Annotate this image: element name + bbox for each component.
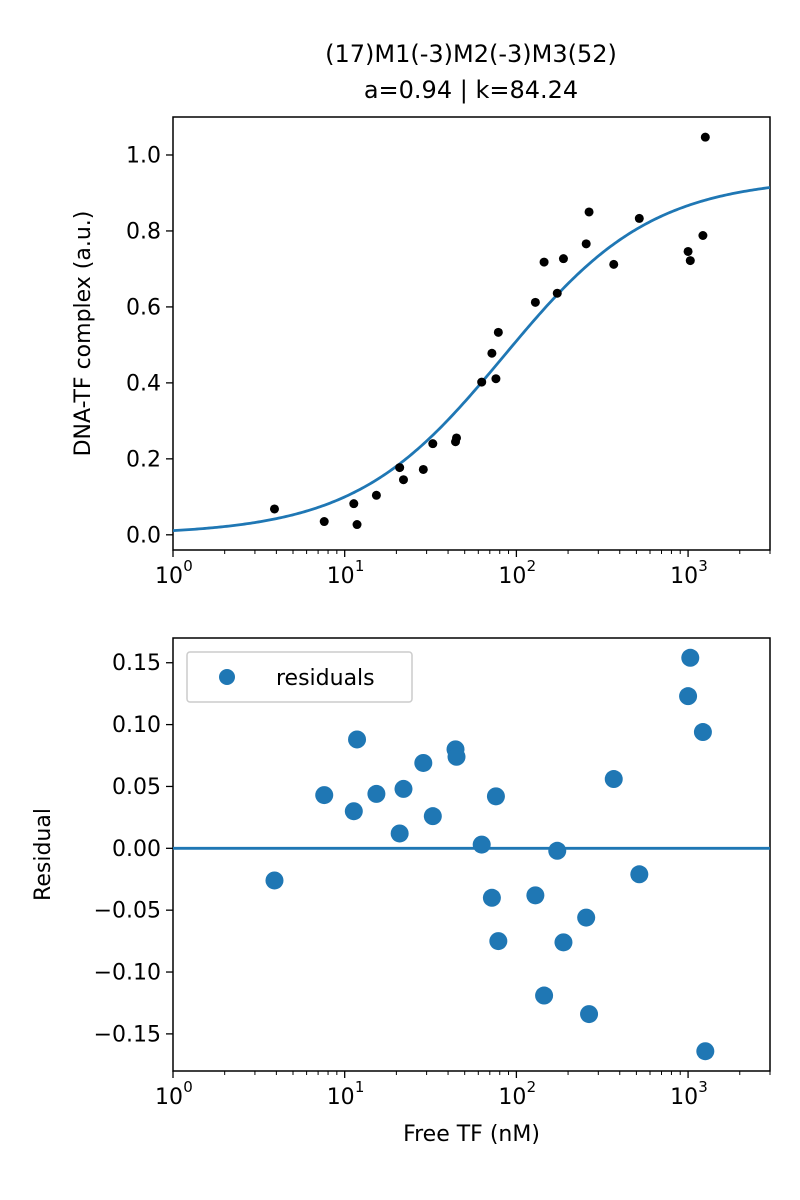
y-tick-label: 0.8 bbox=[126, 219, 161, 244]
x-tick-label: 10 bbox=[327, 564, 355, 589]
data-point bbox=[319, 517, 329, 527]
data-point bbox=[683, 246, 693, 256]
y-tick-label: 0.2 bbox=[126, 447, 161, 472]
residual-point bbox=[390, 824, 409, 843]
x-tick-exponent: 1 bbox=[355, 1078, 365, 1096]
plot-frame bbox=[172, 116, 771, 551]
data-point bbox=[269, 504, 279, 514]
y-tick-label: 0.05 bbox=[112, 775, 161, 800]
data-point bbox=[491, 374, 501, 384]
y-tick-label: 1.0 bbox=[126, 143, 161, 168]
x-tick-label: 10 bbox=[155, 1085, 183, 1110]
residual-point bbox=[348, 730, 367, 749]
data-point bbox=[584, 207, 594, 217]
x-tick-label: 10 bbox=[670, 564, 698, 589]
residual-point bbox=[693, 723, 712, 742]
data-point bbox=[418, 464, 428, 474]
data-point bbox=[487, 348, 497, 358]
y-tick-label: 0.0 bbox=[126, 523, 161, 548]
residual-point bbox=[696, 1042, 715, 1061]
data-point bbox=[395, 463, 405, 473]
data-point bbox=[634, 213, 644, 223]
data-point bbox=[609, 259, 619, 269]
y-tick-label: 0.10 bbox=[112, 713, 161, 738]
data-point bbox=[398, 475, 408, 485]
data-point bbox=[685, 256, 695, 266]
residual-point bbox=[472, 835, 491, 854]
residual-point bbox=[679, 687, 698, 706]
data-point bbox=[530, 297, 540, 307]
legend-marker bbox=[219, 669, 235, 685]
title-line-2: a=0.94 | k=84.24 bbox=[364, 76, 578, 104]
data-point bbox=[477, 377, 487, 387]
residual-point bbox=[423, 807, 442, 826]
x-tick-exponent: 3 bbox=[698, 1078, 708, 1096]
residual-point bbox=[548, 841, 567, 860]
residual-point bbox=[681, 648, 700, 667]
data-point bbox=[539, 257, 549, 267]
x-tick-exponent: 2 bbox=[527, 1078, 537, 1096]
residual-point bbox=[554, 933, 573, 952]
residual-point bbox=[447, 747, 466, 766]
data-point bbox=[698, 231, 708, 241]
y-tick-label: 0.6 bbox=[126, 295, 161, 320]
x-tick-label: 10 bbox=[155, 564, 183, 589]
x-tick-label: 10 bbox=[327, 1085, 355, 1110]
residual-point bbox=[482, 888, 501, 907]
residual-point bbox=[577, 908, 596, 927]
residual-point bbox=[394, 779, 413, 798]
y-tick-label: −0.05 bbox=[94, 899, 161, 924]
data-point bbox=[352, 520, 362, 530]
y-tick-label: 0.4 bbox=[126, 371, 161, 396]
y-tick-label: 0.00 bbox=[112, 837, 161, 862]
data-point bbox=[493, 327, 503, 337]
x-tick-label: 10 bbox=[670, 1085, 698, 1110]
plot-frame bbox=[172, 637, 771, 1072]
x-tick-exponent: 0 bbox=[183, 557, 193, 575]
residual-point bbox=[414, 753, 433, 772]
x-tick-label: 10 bbox=[498, 564, 526, 589]
y-axis-label: DNA-TF complex (a.u.) bbox=[71, 211, 96, 457]
x-tick-label: 10 bbox=[498, 1085, 526, 1110]
residual-point bbox=[486, 787, 505, 806]
residual-point bbox=[315, 786, 334, 805]
legend-label: residuals bbox=[276, 666, 375, 691]
data-point bbox=[452, 433, 462, 443]
residual-point bbox=[344, 802, 363, 821]
x-axis-label: Free TF (nM) bbox=[403, 1122, 540, 1147]
data-point bbox=[428, 439, 438, 449]
data-point bbox=[581, 239, 591, 249]
legend-frame bbox=[186, 651, 413, 703]
y-tick-label: −0.15 bbox=[94, 1022, 161, 1047]
data-point bbox=[700, 132, 710, 142]
legend: residuals bbox=[186, 651, 413, 703]
y-tick-label: −0.10 bbox=[94, 961, 161, 986]
data-point bbox=[558, 254, 568, 264]
title-line-1: (17)M1(-3)M2(-3)M3(52) bbox=[325, 40, 617, 68]
residual-point bbox=[604, 770, 623, 789]
fit-curve bbox=[173, 186, 770, 533]
residual-point bbox=[630, 865, 649, 884]
x-tick-exponent: 1 bbox=[355, 557, 365, 575]
y-tick-label: 0.15 bbox=[112, 651, 161, 676]
residual-point bbox=[535, 986, 554, 1005]
residual-point bbox=[367, 784, 386, 803]
x-tick-exponent: 3 bbox=[698, 557, 708, 575]
residual-point bbox=[265, 871, 284, 890]
data-point bbox=[349, 499, 359, 509]
residuals-panel: 10 0 10 1 10 2 10 3−0.15−0.10−0.050.000.050.100… bbox=[31, 637, 771, 1147]
data-point bbox=[371, 490, 381, 500]
y-axis-label: Residual bbox=[31, 808, 56, 901]
x-tick-exponent: 0 bbox=[183, 1078, 193, 1096]
residual-point bbox=[489, 932, 508, 951]
x-tick-exponent: 2 bbox=[527, 557, 537, 575]
residual-point bbox=[580, 1005, 599, 1024]
residual-point bbox=[526, 886, 545, 905]
data-point bbox=[552, 288, 562, 298]
